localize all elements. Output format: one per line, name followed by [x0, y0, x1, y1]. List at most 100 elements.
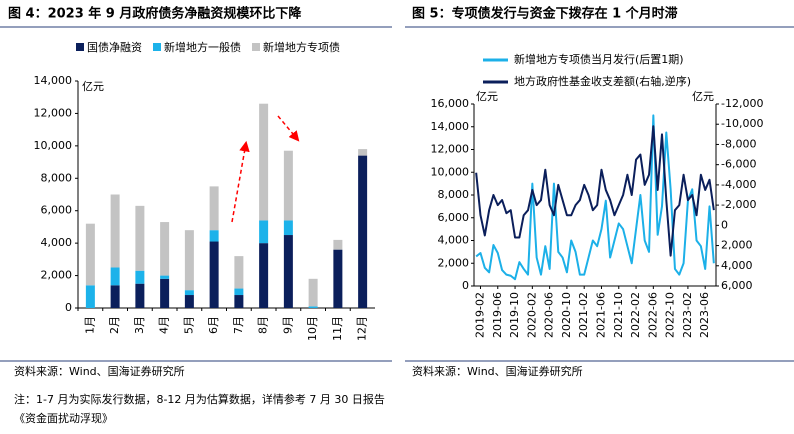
- bar: [283, 150, 293, 221]
- x-tick-label: 10月: [306, 316, 319, 341]
- y-tick-label: 0: [462, 279, 469, 292]
- bar: [283, 220, 293, 236]
- legend-swatch: [76, 43, 84, 51]
- bar: [160, 278, 170, 308]
- line: [475, 114, 715, 281]
- x-tick-label: 1月: [83, 316, 96, 334]
- y-tick-label: 12,000: [34, 106, 73, 119]
- legend-label: 地方政府性基金收支差额(右轴,逆序): [514, 74, 691, 88]
- bar: [135, 270, 145, 284]
- y-tick-label: -12,000: [721, 97, 763, 110]
- bar: [259, 220, 269, 244]
- trend-arrow: [231, 140, 250, 223]
- y-tick-label: 0: [721, 218, 728, 231]
- x-tick-label: 8月: [257, 316, 270, 334]
- bar: [333, 249, 343, 308]
- legend-swatch: [153, 43, 161, 51]
- bar: [160, 275, 170, 279]
- y-tick-label: -6,000: [721, 158, 756, 171]
- chart-title: 图 4：2023 年 9 月政府债务净融资规模环比下降: [8, 6, 302, 22]
- charts: 图 4：2023 年 9 月政府债务净融资规模环比下降 图 5：专项债发行与资金…: [0, 6, 794, 378]
- x-tick-label: 4月: [158, 316, 171, 334]
- chart-title: 图 5：专项债发行与资金下拨存在 1 个月时滞: [412, 6, 678, 22]
- y-tick-label: -8,000: [721, 137, 756, 150]
- y-unit: 亿元: [82, 80, 104, 93]
- y-tick-label: 6,000: [721, 279, 753, 292]
- y-tick-label: 8,000: [41, 171, 73, 184]
- legend-swatch: [252, 43, 260, 51]
- x-tick-label: 7月: [232, 316, 245, 334]
- bar: [184, 290, 194, 296]
- y-tick-label: -10,000: [721, 117, 763, 130]
- y-tick-label: 14,000: [34, 74, 73, 87]
- y-tick-label: 2,000: [721, 239, 753, 252]
- bar: [110, 194, 120, 268]
- bar: [333, 239, 343, 250]
- x-tick-label: 2023-06: [698, 292, 711, 338]
- x-tick-label: 2019-10: [508, 292, 521, 338]
- y-tick-label: 14,000: [431, 120, 470, 133]
- x-tick-label: 2021-02: [577, 292, 590, 338]
- bar: [110, 267, 120, 286]
- bar: [85, 223, 95, 286]
- x-tick-label: 2020-02: [525, 292, 538, 338]
- bar: [234, 256, 244, 289]
- x-tick-label: 11月: [331, 316, 344, 341]
- y-tick-label: 0: [65, 301, 72, 314]
- x-tick-label: 12月: [356, 316, 369, 341]
- x-tick-label: 2020-06: [543, 292, 556, 338]
- x-tick-label: 2月: [108, 316, 121, 334]
- bar: [358, 149, 368, 156]
- legend-label: 国债净融资: [87, 40, 142, 54]
- y-tick-label: 10,000: [431, 165, 470, 178]
- bar: [234, 295, 244, 308]
- x-tick-label: 2022-10: [664, 292, 677, 338]
- bar: [259, 103, 269, 221]
- bar: [283, 235, 293, 308]
- bar: [259, 243, 269, 308]
- bar: [135, 283, 145, 308]
- x-tick-label: 2021-06: [594, 292, 607, 338]
- y-tick-label: 10,000: [34, 139, 73, 152]
- y-tick-label: -2,000: [721, 198, 756, 211]
- x-tick-label: 2023-02: [681, 292, 694, 338]
- source: 资料来源：Wind、国海证券研究所: [14, 364, 185, 378]
- trend-arrow: [277, 115, 300, 142]
- legend-label: 新增地方一般债: [164, 40, 241, 54]
- bar: [85, 285, 95, 308]
- bar: [160, 222, 170, 276]
- bar: [358, 155, 368, 308]
- footnote: 注：1-7 月为实际发行数据，8-12 月为估算数据，详情参考 7 月 30 日…: [14, 393, 385, 425]
- y-unit: 亿元: [476, 90, 498, 103]
- legend-label: 新增地方专项债当月发行(后置1期): [514, 52, 684, 66]
- x-tick-label: 2019-06: [491, 292, 504, 338]
- x-tick-label: 2020-10: [560, 292, 573, 338]
- x-tick-label: 2021-10: [612, 292, 625, 338]
- x-tick-label: 9月: [281, 316, 294, 334]
- x-tick-label: 5月: [182, 316, 195, 334]
- x-tick-label: 3月: [133, 316, 146, 334]
- y-tick-label: 16,000: [431, 97, 470, 110]
- y-tick-label: 2,000: [438, 256, 470, 269]
- y-tick-label: 4,000: [41, 236, 73, 249]
- y-tick-label: 12,000: [431, 143, 470, 156]
- y-tick-label: 8,000: [438, 188, 470, 201]
- y-tick-label: 2,000: [41, 269, 73, 282]
- bar: [209, 186, 219, 231]
- x-tick-label: 2019-02: [473, 292, 486, 338]
- x-tick-label: 2022-02: [629, 292, 642, 338]
- line: [475, 125, 715, 257]
- legend-label: 新增地方专项债: [263, 40, 340, 54]
- y-tick-label: 4,000: [721, 259, 753, 272]
- y-tick-label: 4,000: [438, 234, 470, 247]
- bar: [209, 230, 219, 242]
- y-tick-label: -4,000: [721, 178, 756, 191]
- y2-unit: 亿元: [692, 90, 714, 103]
- bar: [135, 205, 145, 271]
- bar: [308, 306, 318, 308]
- y-tick-label: 6,000: [438, 211, 470, 224]
- y-tick-label: 6,000: [41, 204, 73, 217]
- bar: [110, 285, 120, 308]
- source: 资料来源：Wind、国海证券研究所: [412, 364, 583, 378]
- bar: [234, 288, 244, 296]
